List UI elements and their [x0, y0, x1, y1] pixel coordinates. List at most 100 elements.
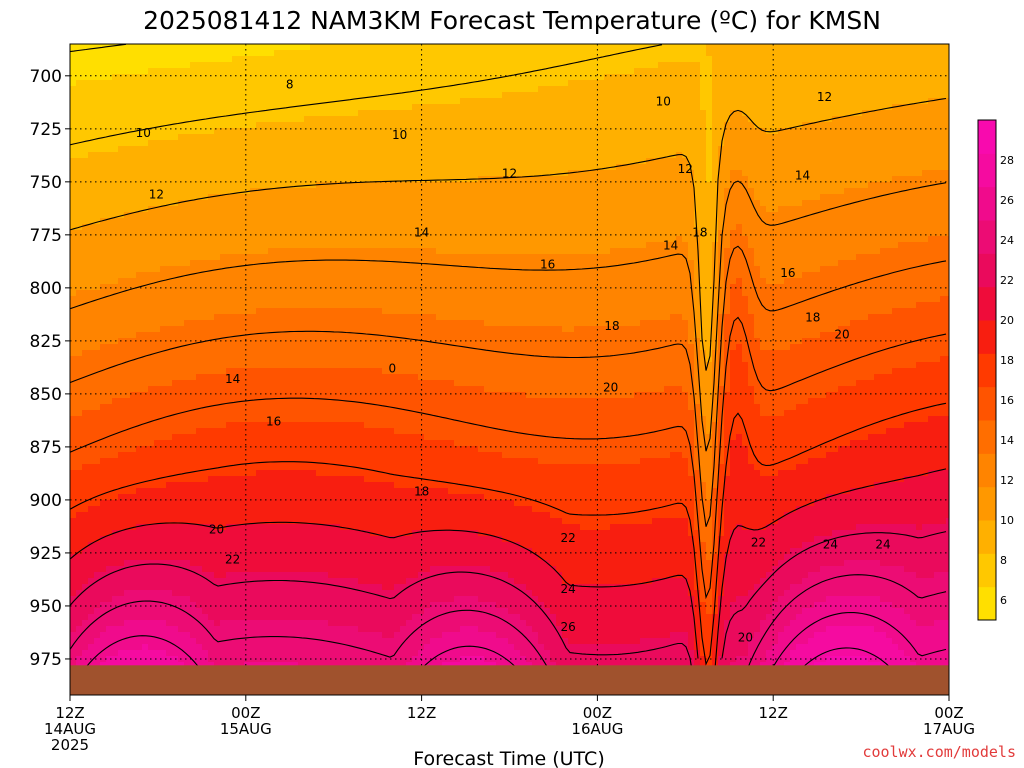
heat-cell [124, 116, 131, 123]
heat-cell [286, 554, 293, 561]
heat-cell [334, 284, 341, 291]
heat-cell [76, 644, 83, 651]
heat-cell [232, 482, 239, 489]
heat-cell [154, 374, 161, 381]
heat-cell [196, 128, 203, 135]
heat-cell [322, 194, 329, 201]
heat-cell [136, 392, 143, 399]
heat-cell [190, 68, 197, 75]
heat-cell [334, 338, 341, 345]
heat-cell [148, 182, 155, 189]
heat-cell [256, 404, 263, 411]
heat-cell [292, 368, 299, 375]
heat-cell [94, 344, 101, 351]
heat-cell [94, 476, 101, 483]
heat-cell [322, 308, 329, 315]
heat-cell [184, 320, 191, 327]
heat-cell [214, 224, 221, 231]
heat-cell [274, 644, 281, 651]
heat-cell [184, 116, 191, 123]
heat-cell [148, 578, 155, 585]
heat-cell [328, 62, 335, 69]
heat-cell [280, 548, 287, 555]
heat-cell [208, 152, 215, 159]
heat-cell [238, 302, 245, 309]
heat-cell [160, 284, 167, 291]
heat-cell [340, 314, 347, 321]
heat-cell [232, 206, 239, 213]
heat-cell [190, 266, 197, 273]
heat-cell [304, 68, 311, 75]
heat-cell [316, 128, 323, 135]
heat-cell [94, 146, 101, 153]
heat-cell [226, 68, 233, 75]
heat-cell [76, 602, 83, 609]
heat-cell [70, 248, 77, 255]
heat-cell [316, 332, 323, 339]
heat-cell [262, 326, 269, 333]
heat-cell [142, 206, 149, 213]
heat-cell [316, 398, 323, 405]
heat-cell [172, 560, 179, 567]
heat-cell [250, 86, 257, 93]
heat-cell [100, 626, 107, 633]
heat-cell [88, 452, 95, 459]
heat-cell [250, 194, 257, 201]
heat-cell [100, 194, 107, 201]
heat-cell [334, 134, 341, 141]
heat-cell [274, 74, 281, 81]
heat-cell [256, 416, 263, 423]
heat-cell [100, 452, 107, 459]
heat-cell [214, 104, 221, 111]
heat-cell [292, 500, 299, 507]
heat-cell [340, 122, 347, 129]
heat-cell [142, 560, 149, 567]
heat-cell [298, 518, 305, 525]
heat-cell [106, 92, 113, 99]
heat-cell [112, 266, 119, 273]
heat-cell [106, 98, 113, 105]
heat-cell [304, 110, 311, 117]
heat-cell [196, 380, 203, 387]
heat-cell [304, 506, 311, 513]
heat-cell [178, 146, 185, 153]
heat-cell [268, 206, 275, 213]
heat-cell [118, 260, 125, 267]
heat-cell [118, 308, 125, 315]
heat-cell [298, 104, 305, 111]
heat-cell [172, 170, 179, 177]
heat-cell [292, 272, 299, 279]
heat-cell [154, 182, 161, 189]
heat-cell [328, 242, 335, 249]
heat-cell [232, 404, 239, 411]
heat-cell [322, 62, 329, 69]
heat-cell [88, 320, 95, 327]
heat-cell [94, 434, 101, 441]
heat-cell [310, 344, 317, 351]
heat-cell [70, 554, 77, 561]
heat-cell [298, 200, 305, 207]
heat-cell [70, 92, 77, 99]
heat-cell [250, 476, 257, 483]
heat-cell [304, 356, 311, 363]
heat-cell [88, 50, 95, 57]
heat-cell [118, 230, 125, 237]
heat-cell [196, 212, 203, 219]
heat-cell [268, 254, 275, 261]
heat-cell [280, 644, 287, 651]
heat-cell [154, 398, 161, 405]
heat-cell [142, 518, 149, 525]
heat-cell [70, 284, 77, 291]
heat-cell [190, 410, 197, 417]
heat-cell [274, 344, 281, 351]
heat-cell [196, 536, 203, 543]
heat-cell [118, 452, 125, 459]
heat-cell [244, 416, 251, 423]
heat-cell [340, 206, 347, 213]
heat-cell [316, 104, 323, 111]
heat-cell [88, 512, 95, 519]
heat-cell [148, 134, 155, 141]
heat-cell [292, 494, 299, 501]
heat-cell [244, 50, 251, 57]
heat-cell [124, 656, 131, 663]
